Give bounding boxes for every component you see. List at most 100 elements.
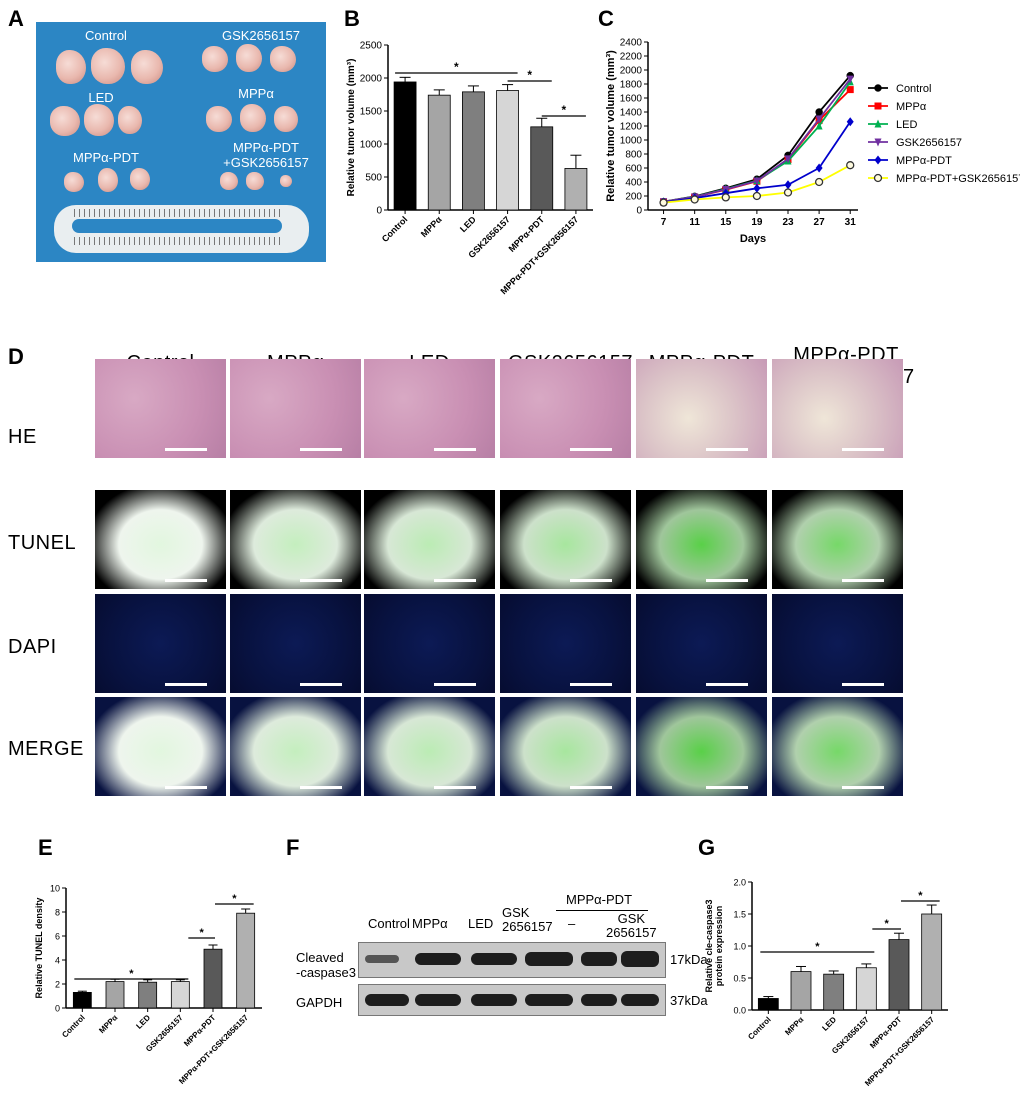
band (581, 994, 617, 1006)
tumor (131, 50, 163, 84)
legend-marker (874, 102, 882, 110)
legend-label: MPPα-PDT (896, 155, 952, 167)
band (365, 955, 399, 963)
bar (427, 94, 451, 211)
histology-image (230, 594, 361, 693)
tumor (50, 106, 80, 136)
histology-image (95, 490, 226, 589)
photo-label-mppa-pdt-gsk: MPPα-PDT +GSK2656157 (223, 140, 309, 170)
bar (105, 981, 125, 1009)
western-lane-led: LED (468, 916, 494, 931)
x-tick-label: LED (134, 1013, 152, 1031)
tumor (270, 46, 296, 72)
significance-marker: * (885, 918, 890, 930)
scale-bar (434, 683, 476, 686)
significance-marker: * (454, 60, 459, 74)
y-tick-label: 2500 (360, 41, 383, 52)
data-point (846, 117, 854, 127)
legend-marker (874, 155, 882, 165)
legend-marker (874, 119, 882, 128)
scale-bar (570, 786, 612, 789)
x-tick-label: MPPα-PDT (868, 1015, 903, 1050)
x-tick-label: MPPα-PDT+GSK2656157 (863, 1015, 936, 1088)
bar (888, 939, 910, 1011)
scale-bar (570, 579, 612, 582)
bar (203, 948, 223, 1009)
ruler-ticks (74, 237, 284, 245)
data-point (752, 191, 762, 201)
histology-image (636, 697, 767, 796)
tumor (202, 46, 228, 72)
y-tick-label: 0.5 (733, 974, 746, 984)
band (471, 953, 517, 965)
bar (823, 973, 845, 1011)
photo-label-led: LED (88, 90, 114, 105)
significance-marker: * (232, 893, 237, 905)
western-group-line (556, 910, 648, 911)
western-lane-control: Control (368, 916, 410, 931)
scale-bar (706, 683, 748, 686)
band (581, 952, 617, 966)
significance-marker: * (200, 927, 205, 939)
photo-label-mppa: MPPα (238, 86, 274, 101)
tumor (246, 172, 264, 190)
y-tick-label: 500 (365, 173, 382, 184)
tumor (91, 48, 125, 84)
histology-image (95, 697, 226, 796)
tumor (84, 104, 114, 136)
x-tick-label: MPPα (783, 1015, 805, 1037)
western-strip-gapdh (358, 984, 666, 1016)
y-tick-label: 600 (625, 164, 642, 175)
data-point (815, 121, 823, 130)
scale-bar (165, 683, 207, 686)
bar (564, 168, 588, 211)
band (365, 994, 409, 1006)
data-point (814, 177, 824, 187)
legend-label: Control (896, 83, 931, 95)
western-group-label: MPPα-PDT (566, 892, 633, 907)
band (415, 953, 461, 965)
y-axis-label: Relative tumor volume (mm³) (605, 50, 617, 202)
scale-bar (300, 448, 342, 451)
scale-bar (165, 786, 207, 789)
x-tick-label: 15 (720, 217, 732, 228)
y-tick-label: 0 (636, 206, 642, 217)
tumor (98, 168, 118, 192)
ruler (54, 205, 309, 253)
bar (393, 81, 417, 211)
y-axis-label: protein expression (714, 906, 724, 987)
scale-bar (300, 683, 342, 686)
scale-bar (300, 786, 342, 789)
tumor (56, 50, 86, 84)
y-tick-label: 2 (55, 980, 60, 990)
histology-image (772, 594, 903, 693)
significance-marker: * (561, 103, 566, 117)
y-tick-label: 2200 (620, 52, 643, 63)
histology-row-merge: MERGE (8, 738, 84, 760)
x-axis-label: Days (740, 233, 766, 245)
x-tick-label: 11 (689, 217, 700, 228)
western-size-37: 37kDa (670, 993, 708, 1008)
data-point (659, 198, 668, 207)
panel-label-g: G (698, 835, 716, 860)
y-tick-label: 400 (625, 178, 642, 189)
bar (855, 967, 877, 1011)
histology-row-tunel: TUNEL (8, 532, 77, 554)
data-point (815, 115, 823, 124)
x-tick-label: 23 (782, 217, 794, 228)
legend-label: LED (896, 119, 917, 131)
scale-bar (842, 683, 884, 686)
tumor (118, 106, 142, 134)
scale-bar (570, 683, 612, 686)
chart-c-tumor-growth-line: 0 200 400 600 800 1000 1200 1400 1600 1800 2000 220… (605, 38, 1020, 246)
histology-image (364, 359, 495, 458)
histology-image (772, 359, 903, 458)
histology-image (500, 594, 631, 693)
legend-marker (874, 84, 882, 92)
data-point (846, 75, 854, 84)
scale-bar (706, 786, 748, 789)
data-point (815, 163, 823, 173)
histology-image (95, 594, 226, 693)
x-tick-label: Control (380, 214, 410, 244)
scale-bar (165, 448, 207, 451)
